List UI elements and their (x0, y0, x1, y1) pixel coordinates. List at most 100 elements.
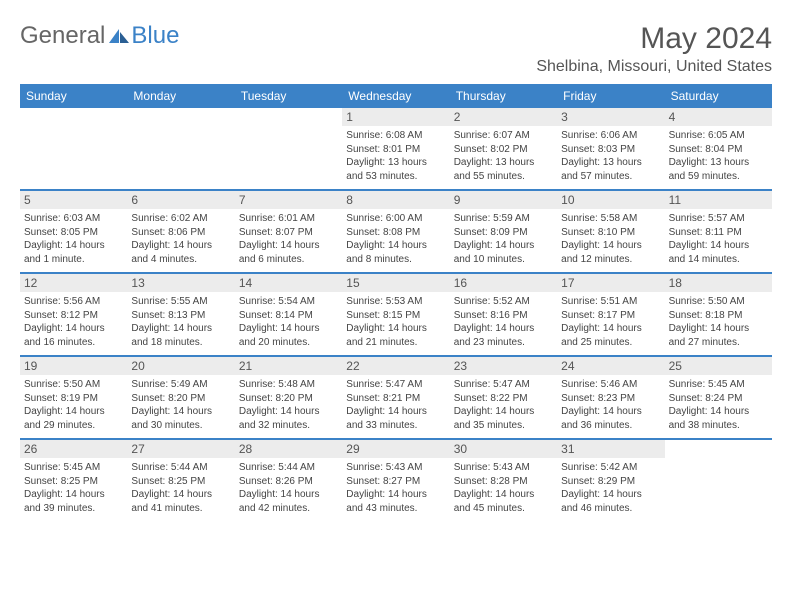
daylight-text: and 33 minutes. (346, 419, 445, 433)
daylight-text: Daylight: 14 hours (454, 322, 553, 336)
day-cell: 11Sunrise: 5:57 AMSunset: 8:11 PMDayligh… (665, 191, 772, 272)
day-number: 6 (127, 191, 234, 209)
day-cell: 19Sunrise: 5:50 AMSunset: 8:19 PMDayligh… (20, 357, 127, 438)
day-cell: 31Sunrise: 5:42 AMSunset: 8:29 PMDayligh… (557, 440, 664, 521)
day-cell: 7Sunrise: 6:01 AMSunset: 8:07 PMDaylight… (235, 191, 342, 272)
daylight-text: Daylight: 14 hours (131, 405, 230, 419)
sunrise-text: Sunrise: 5:53 AM (346, 295, 445, 309)
sunset-text: Sunset: 8:27 PM (346, 475, 445, 489)
daylight-text: and 55 minutes. (454, 170, 553, 184)
daylight-text: Daylight: 13 hours (561, 156, 660, 170)
sunset-text: Sunset: 8:25 PM (24, 475, 123, 489)
empty-cell: . (20, 108, 127, 189)
day-number: 22 (342, 357, 449, 375)
empty-cell: . (235, 108, 342, 189)
sunrise-text: Sunrise: 5:57 AM (669, 212, 768, 226)
week-row: 5Sunrise: 6:03 AMSunset: 8:05 PMDaylight… (20, 189, 772, 272)
sunset-text: Sunset: 8:22 PM (454, 392, 553, 406)
day-number: 10 (557, 191, 664, 209)
sunset-text: Sunset: 8:14 PM (239, 309, 338, 323)
daylight-text: Daylight: 14 hours (454, 488, 553, 502)
daylight-text: Daylight: 14 hours (561, 405, 660, 419)
day-header: Friday (557, 84, 664, 108)
day-number: 23 (450, 357, 557, 375)
sunset-text: Sunset: 8:21 PM (346, 392, 445, 406)
sunrise-text: Sunrise: 6:01 AM (239, 212, 338, 226)
sunrise-text: Sunrise: 5:50 AM (24, 378, 123, 392)
day-number: 27 (127, 440, 234, 458)
daylight-text: Daylight: 14 hours (346, 239, 445, 253)
daylight-text: and 8 minutes. (346, 253, 445, 267)
day-number: 14 (235, 274, 342, 292)
day-number: 19 (20, 357, 127, 375)
daylight-text: Daylight: 14 hours (561, 239, 660, 253)
day-cell: 23 Sunrise: 5:47 AMSunset: 8:22 PMDayligh… (450, 357, 557, 438)
daylight-text: and 59 minutes. (669, 170, 768, 184)
sunrise-text: Sunrise: 5:44 AM (131, 461, 230, 475)
empty-cell: . (127, 108, 234, 189)
day-cell: 13Sunrise: 5:55 AMSunset: 8:13 PMDayligh… (127, 274, 234, 355)
daylight-text: and 30 minutes. (131, 419, 230, 433)
day-cell: 20Sunrise: 5:49 AMSunset: 8:20 PMDayligh… (127, 357, 234, 438)
sunset-text: Sunset: 8:02 PM (454, 143, 553, 157)
sunrise-text: Sunrise: 5:47 AM (454, 378, 553, 392)
sunrise-text: Sunrise: 5:43 AM (454, 461, 553, 475)
day-number: 12 (20, 274, 127, 292)
sunset-text: Sunset: 8:28 PM (454, 475, 553, 489)
day-cell: 29Sunrise: 5:43 AMSunset: 8:27 PMDayligh… (342, 440, 449, 521)
day-cell: 10Sunrise: 5:58 AMSunset: 8:10 PMDayligh… (557, 191, 664, 272)
daylight-text: and 4 minutes. (131, 253, 230, 267)
day-cell: 1Sunrise: 6:08 AMSunset: 8:01 PMDaylight… (342, 108, 449, 189)
sunset-text: Sunset: 8:25 PM (131, 475, 230, 489)
day-cell: 24Sunrise: 5:46 AMSunset: 8:23 PMDayligh… (557, 357, 664, 438)
daylight-text: Daylight: 14 hours (454, 239, 553, 253)
day-header: Monday (127, 84, 234, 108)
sunset-text: Sunset: 8:09 PM (454, 226, 553, 240)
sunrise-text: Sunrise: 5:59 AM (454, 212, 553, 226)
day-number: 31 (557, 440, 664, 458)
daylight-text: and 14 minutes. (669, 253, 768, 267)
day-number: 26 (20, 440, 127, 458)
daylight-text: Daylight: 14 hours (561, 488, 660, 502)
daylight-text: Daylight: 14 hours (239, 239, 338, 253)
daylight-text: and 16 minutes. (24, 336, 123, 350)
day-cell: 18Sunrise: 5:50 AMSunset: 8:18 PMDayligh… (665, 274, 772, 355)
sunset-text: Sunset: 8:20 PM (131, 392, 230, 406)
sunset-text: Sunset: 8:04 PM (669, 143, 768, 157)
sunset-text: Sunset: 8:03 PM (561, 143, 660, 157)
daylight-text: and 53 minutes. (346, 170, 445, 184)
sunrise-text: Sunrise: 6:02 AM (131, 212, 230, 226)
brand-part1: General (20, 22, 105, 50)
daylight-text: Daylight: 14 hours (346, 488, 445, 502)
sunrise-text: Sunrise: 6:03 AM (24, 212, 123, 226)
day-cell: 25Sunrise: 5:45 AMSunset: 8:24 PMDayligh… (665, 357, 772, 438)
day-number: 21 (235, 357, 342, 375)
sunrise-text: Sunrise: 5:46 AM (561, 378, 660, 392)
daylight-text: and 39 minutes. (24, 502, 123, 516)
page-header: General Blue May 2024 Shelbina, Missouri… (20, 22, 772, 76)
daylight-text: and 29 minutes. (24, 419, 123, 433)
empty-cell: . (665, 440, 772, 521)
day-cell: 14Sunrise: 5:54 AMSunset: 8:14 PMDayligh… (235, 274, 342, 355)
day-number: 24 (557, 357, 664, 375)
day-number: 1 (342, 108, 449, 126)
daylight-text: Daylight: 14 hours (454, 405, 553, 419)
sunset-text: Sunset: 8:06 PM (131, 226, 230, 240)
day-cell: 21Sunrise: 5:48 AMSunset: 8:20 PMDayligh… (235, 357, 342, 438)
sunrise-text: Sunrise: 5:51 AM (561, 295, 660, 309)
day-number: 18 (665, 274, 772, 292)
sunrise-text: Sunrise: 6:07 AM (454, 129, 553, 143)
sunset-text: Sunset: 8:20 PM (239, 392, 338, 406)
day-cell: 2Sunrise: 6:07 AMSunset: 8:02 PMDaylight… (450, 108, 557, 189)
sunset-text: Sunset: 8:18 PM (669, 309, 768, 323)
daylight-text: Daylight: 14 hours (239, 405, 338, 419)
day-number: 4 (665, 108, 772, 126)
calendar: SundayMondayTuesdayWednesdayThursdayFrid… (20, 84, 772, 521)
daylight-text: Daylight: 14 hours (239, 322, 338, 336)
daylight-text: Daylight: 13 hours (454, 156, 553, 170)
daylight-text: Daylight: 14 hours (346, 322, 445, 336)
day-number: 5 (20, 191, 127, 209)
sunrise-text: Sunrise: 5:42 AM (561, 461, 660, 475)
day-cell: 4Sunrise: 6:05 AMSunset: 8:04 PMDaylight… (665, 108, 772, 189)
title-block: May 2024 Shelbina, Missouri, United Stat… (536, 22, 772, 76)
